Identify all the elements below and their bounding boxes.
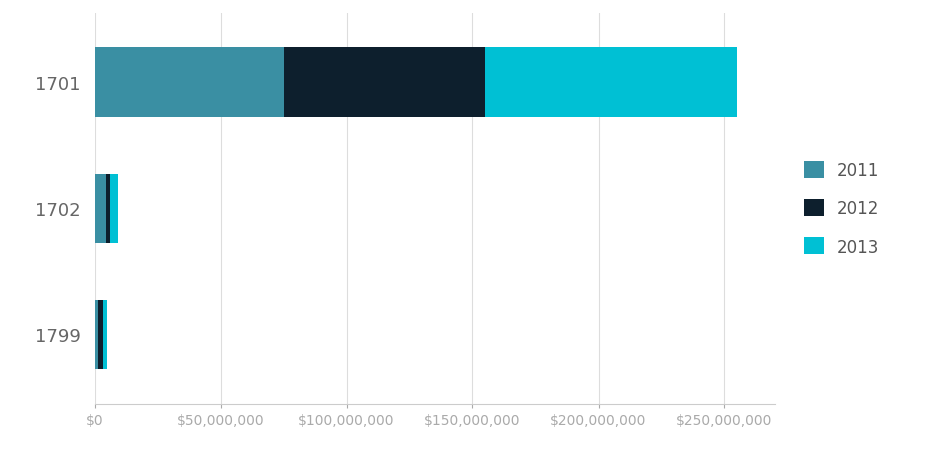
Bar: [98, 300, 103, 369]
Bar: [94, 174, 106, 243]
Bar: [110, 174, 118, 243]
Legend: 2011, 2012, 2013: 2011, 2012, 2013: [796, 155, 885, 263]
Bar: [106, 174, 110, 243]
Bar: [94, 300, 98, 369]
Bar: [103, 300, 107, 369]
Bar: [94, 48, 283, 118]
Bar: [283, 48, 484, 118]
Bar: [484, 48, 736, 118]
